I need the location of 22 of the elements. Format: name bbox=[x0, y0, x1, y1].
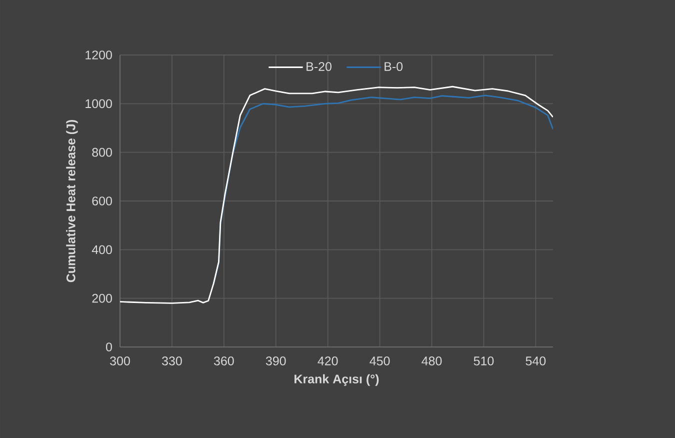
x-tick-label: 330 bbox=[162, 356, 182, 366]
y-tick-label: 800 bbox=[92, 148, 112, 157]
legend-label: B-0 bbox=[384, 62, 403, 71]
x-tick-label: 360 bbox=[214, 356, 234, 366]
x-tick-label: 420 bbox=[318, 356, 338, 366]
y-tick-label: 0 bbox=[106, 342, 112, 352]
legend-label: B-20 bbox=[306, 62, 332, 71]
y-tick-label: 400 bbox=[92, 245, 112, 254]
x-tick-label: 300 bbox=[110, 356, 130, 366]
x-tick-label: 540 bbox=[526, 356, 546, 366]
y-axis-title: Cumulative Heat release (J) bbox=[66, 120, 78, 282]
x-tick-label: 510 bbox=[474, 356, 494, 366]
line-series bbox=[212, 94, 553, 285]
y-tick-label: 1000 bbox=[86, 99, 112, 108]
x-tick-label: 390 bbox=[266, 356, 286, 366]
x-tick-label: 450 bbox=[370, 356, 390, 366]
y-tick-label: 200 bbox=[92, 294, 112, 303]
x-tick-label: 480 bbox=[422, 356, 442, 366]
line-series bbox=[120, 86, 553, 304]
y-tick-label: 1200 bbox=[86, 50, 112, 60]
x-axis-title: Krank Açısı (°) bbox=[294, 374, 379, 386]
y-tick-label: 600 bbox=[92, 196, 112, 206]
